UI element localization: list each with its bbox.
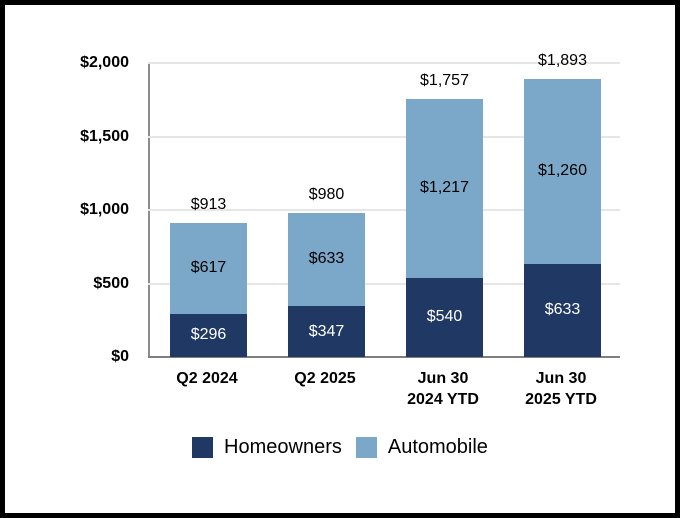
bar-segment-homeowners: $540 bbox=[406, 277, 483, 357]
x-axis-category-label: Jun 30 2025 YTD bbox=[503, 368, 620, 410]
bar-total-label: $980 bbox=[308, 185, 345, 203]
x-axis-category-line: Jun 30 bbox=[417, 370, 469, 387]
x-axis-category-label: Q2 2024 bbox=[149, 368, 266, 389]
bar-segment-homeowners: $633 bbox=[524, 263, 601, 357]
segment-value-label: $540 bbox=[426, 308, 463, 326]
segment-value-label: $633 bbox=[308, 250, 345, 268]
segment-value-label: $347 bbox=[308, 322, 345, 340]
x-axis-category-label: Jun 30 2024 YTD bbox=[385, 368, 502, 410]
x-axis-category-line: Jun 30 bbox=[535, 370, 587, 387]
bar-segment-automobile: $1,217 bbox=[406, 98, 483, 278]
y-axis-tick-label: $0 bbox=[111, 348, 129, 365]
legend-swatch-homeowners bbox=[192, 436, 214, 458]
segment-value-label: $1,260 bbox=[538, 162, 587, 180]
legend: Homeowners Automobile bbox=[5, 435, 675, 459]
y-axis-tick-label: $2,000 bbox=[80, 54, 129, 71]
plot-area: $296 $617 $913 $347 $633 $980 $540 $1,217 $1,757… bbox=[148, 52, 620, 358]
y-axis-tick-label: $500 bbox=[93, 274, 129, 292]
bar-segment-homeowners: $347 bbox=[288, 306, 365, 357]
gridline bbox=[148, 282, 620, 285]
y-axis-tick-label: $1,000 bbox=[80, 201, 129, 218]
bar-segment-automobile: $617 bbox=[170, 222, 247, 314]
legend-label-automobile: Automobile bbox=[387, 436, 488, 458]
legend-label-homeowners: Homeowners bbox=[224, 436, 342, 458]
segment-value-label: $296 bbox=[190, 326, 227, 344]
bar-total-label: $1,757 bbox=[420, 71, 469, 89]
x-axis-line bbox=[148, 356, 620, 358]
x-axis-category-line: 2025 YTD bbox=[525, 391, 597, 408]
bar-total-label: $913 bbox=[190, 195, 227, 213]
y-axis-tick-label: $1,500 bbox=[80, 127, 129, 145]
gridline bbox=[148, 209, 620, 211]
x-axis-category-line: Q2 2024 bbox=[176, 370, 238, 387]
gridline bbox=[148, 135, 620, 138]
x-axis-category-line: Q2 2025 bbox=[294, 370, 356, 387]
segment-value-label: $633 bbox=[544, 301, 581, 319]
legend-item-automobile: Automobile bbox=[355, 435, 488, 459]
legend-item-homeowners: Homeowners bbox=[192, 435, 342, 459]
x-axis-category-label: Q2 2025 bbox=[267, 368, 384, 389]
segment-value-label: $1,217 bbox=[420, 179, 469, 197]
segment-value-label: $617 bbox=[190, 259, 227, 277]
bar-segment-automobile: $633 bbox=[288, 212, 365, 306]
gridline bbox=[148, 62, 620, 64]
legend-swatch-automobile bbox=[355, 436, 377, 458]
x-axis-category-line: 2024 YTD bbox=[407, 391, 479, 408]
bar-segment-homeowners: $296 bbox=[170, 313, 247, 357]
x-axis: Q2 2024 Q2 2025 Jun 30 2024 YTD Jun 30 2025 Y… bbox=[148, 368, 620, 412]
bar-segment-automobile: $1,260 bbox=[524, 78, 601, 264]
bar-total-label: $1,893 bbox=[538, 51, 587, 69]
